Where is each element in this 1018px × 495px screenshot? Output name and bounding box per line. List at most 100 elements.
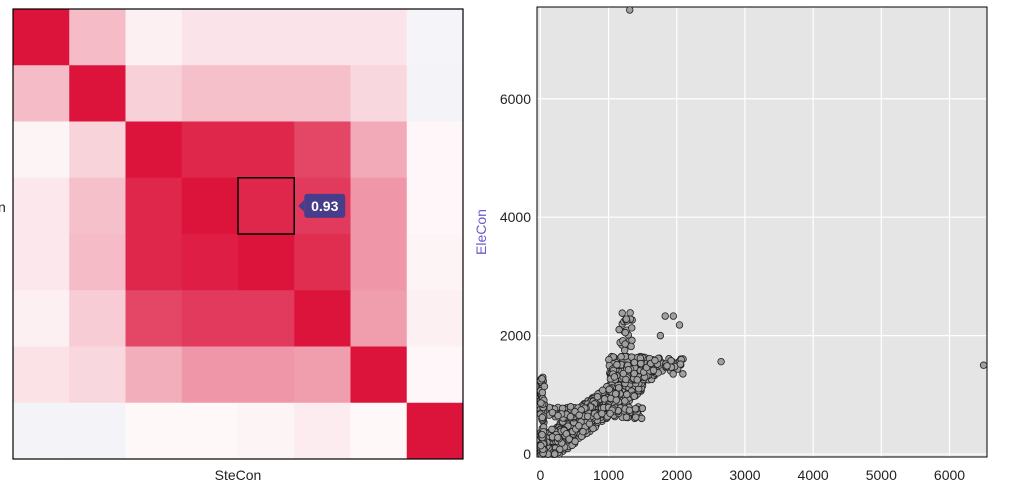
y-tick-label: 6000: [500, 91, 531, 107]
scatter-point: [979, 361, 988, 369]
heatmap-cell: [125, 65, 183, 122]
heatmap-cell: [125, 9, 183, 66]
x-tick-label: 2000: [661, 467, 692, 483]
x-tick-label: 5000: [866, 467, 897, 483]
tooltip-box: [304, 193, 346, 218]
scatter-point: [583, 412, 592, 421]
heatmap-cell: [69, 402, 126, 460]
scatter-point: [622, 315, 631, 323]
heatmap-cell: [238, 9, 295, 66]
x-tick-label: 6000: [934, 467, 965, 483]
scatter-point: [637, 359, 645, 368]
scatter-point: [554, 411, 562, 420]
scatter-point: [663, 362, 671, 370]
heatmap-cell: [13, 290, 70, 347]
tooltip-value: 0.93: [311, 198, 338, 214]
scatter-point: [615, 325, 623, 334]
scatter-point: [566, 403, 575, 411]
scatter-point: [554, 433, 562, 442]
correlation-heatmap: 0.93 SteCon n: [0, 0, 470, 490]
heatmap-border: [12, 8, 464, 460]
scatter-point: [623, 390, 631, 399]
scatter-point: [621, 397, 629, 405]
heatmap-cell: [13, 177, 70, 235]
scatter-point: [618, 309, 626, 317]
scatter-point: [630, 392, 638, 400]
scatter-point: [621, 328, 629, 337]
scatter-point: [669, 370, 677, 378]
scatter-point: [630, 369, 638, 378]
heatmap-cell: [294, 65, 351, 122]
scatter-plot: 0 1000 2000 3000 4000 5000 6000 0 2000 4000 6000 El…: [470, 0, 1018, 490]
heatmap-cell: [13, 9, 70, 66]
scatter-point: [565, 435, 573, 443]
scatter-point: [615, 384, 623, 392]
heatmap-cell: [125, 177, 183, 235]
x-tick-label: 1000: [593, 467, 624, 483]
scatter-point: [649, 366, 658, 375]
y-tick-label: 0: [523, 446, 531, 462]
heatmap-cell: [69, 65, 126, 122]
heatmap-cell: [13, 121, 70, 179]
heatmap-cell: [69, 234, 126, 291]
scatter-point: [622, 375, 630, 384]
scatter-point: [617, 353, 625, 361]
heatmap-cell: [13, 234, 70, 291]
scatter-point: [548, 425, 556, 434]
scatter-point: [620, 346, 629, 354]
scatter-point: [538, 388, 547, 397]
heatmap-cell: [125, 402, 183, 460]
heatmap-cell: [406, 234, 464, 291]
heatmap-cell: [69, 346, 126, 404]
y-axis-label-partial: n: [0, 199, 6, 215]
scatter-point: [625, 406, 634, 414]
heatmap-cell: [69, 121, 126, 179]
scatter-point: [537, 399, 545, 407]
scatter-point: [538, 430, 546, 439]
heatmap-cell: [13, 65, 70, 122]
scatter-point: [566, 413, 575, 421]
heatmap-cell: [350, 234, 408, 291]
heatmap-cell: [294, 234, 351, 291]
heatmap-cell: [350, 346, 408, 404]
highlight-cell-outline: [237, 177, 295, 235]
heatmap-cell: [69, 9, 126, 66]
heatmap-cell: [406, 177, 464, 235]
scatter-point: [631, 405, 640, 413]
scatter-point: [598, 409, 606, 418]
heatmap-cell: [350, 177, 408, 235]
heatmap-cell: [294, 121, 351, 179]
scatter-point: [599, 386, 607, 394]
heatmap-cell: [181, 234, 239, 291]
heatmap-cell: [238, 177, 295, 235]
scatter-point: [656, 331, 665, 340]
scatter-point: [600, 395, 609, 403]
scatter-point: [575, 411, 583, 419]
tooltip-pointer: [298, 199, 305, 212]
heatmap-cell: [294, 346, 351, 404]
scatter-point: [676, 360, 685, 368]
y-tick-label: 2000: [500, 328, 531, 344]
heatmap-cell: [294, 9, 351, 66]
scatter-point: [626, 309, 634, 317]
scatter-point: [589, 424, 597, 433]
scatter-point: [612, 396, 621, 404]
scatter-point: [633, 376, 641, 384]
x-axis-label: SteCon: [215, 467, 262, 483]
scatter-point: [624, 366, 633, 374]
scatter-point: [661, 312, 669, 320]
heatmap-cell: [406, 402, 464, 460]
scatter-point: [632, 413, 640, 421]
scatter-point: [679, 370, 687, 378]
scatter-point: [548, 408, 557, 417]
scatter-point: [575, 422, 583, 430]
scatter-point: [637, 414, 646, 423]
x-tick-label: 4000: [798, 467, 829, 483]
scatter-point: [538, 375, 546, 383]
heatmap-cell: [350, 9, 408, 66]
scatter-point: [605, 385, 613, 394]
scatter-point: [612, 390, 620, 398]
heatmap-cell: [238, 121, 295, 179]
heatmap-cell: [181, 9, 239, 66]
x-tick-label: 3000: [729, 467, 760, 483]
